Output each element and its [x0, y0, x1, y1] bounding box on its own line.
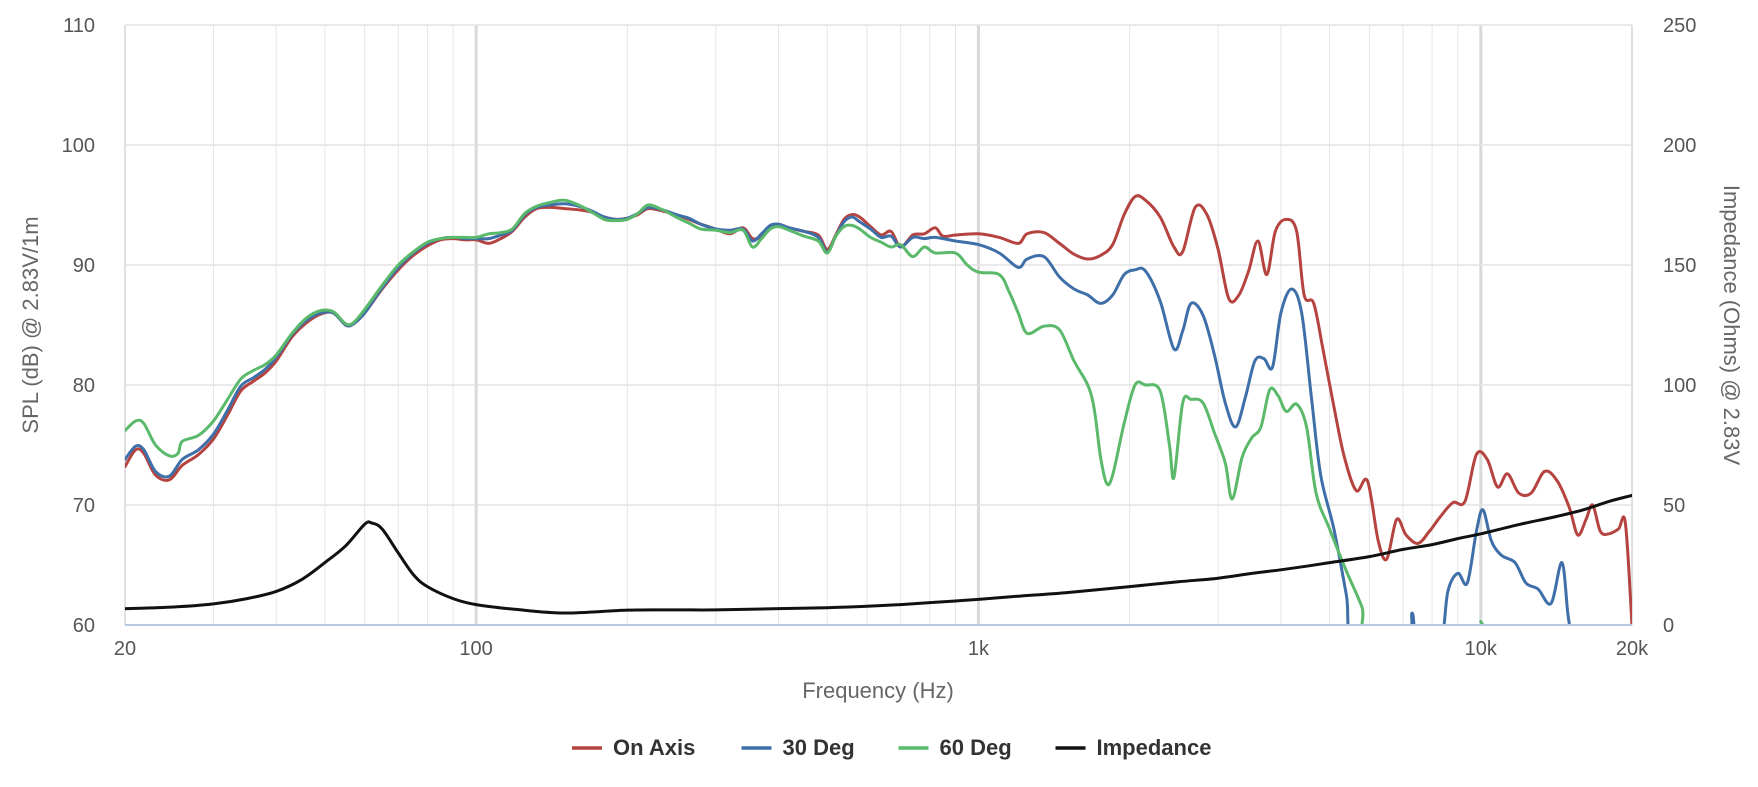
- series-lines: [125, 194, 1632, 624]
- series-line-60-deg: [125, 198, 1485, 624]
- y-axis-title: SPL (dB) @ 2.83V/1m: [18, 216, 43, 433]
- y2-axis-title: Impedance (Ohms) @ 2.83V: [1719, 185, 1744, 466]
- x-tick-label: 10k: [1465, 638, 1498, 660]
- y2-tick-label: 150: [1663, 255, 1696, 277]
- grid: [125, 24, 1632, 626]
- y2-tick-label: 200: [1663, 135, 1696, 157]
- y2-tick-label: 100: [1663, 375, 1696, 397]
- x-tick-label: 100: [459, 638, 492, 660]
- legend-label-on-axis: On Axis: [613, 735, 695, 760]
- y-tick-label: 90: [73, 255, 95, 277]
- y-tick-label: 60: [73, 615, 95, 637]
- y2-tick-label: 0: [1663, 615, 1674, 637]
- y2-tick-label: 50: [1663, 495, 1685, 517]
- series-line-30-deg: [125, 202, 1571, 624]
- y-tick-label: 110: [63, 15, 95, 37]
- x-tick-label: 20k: [1616, 638, 1649, 660]
- x-tick-label: 20: [114, 638, 136, 660]
- tick-labels: 20 100 1k 10k 20k 60 70 80 90 100 110 0 50 100 150 200 2…: [62, 15, 1697, 660]
- series-line-impedance: [125, 493, 1632, 615]
- y2-tick-label: 250: [1663, 15, 1696, 37]
- series-line-on-axis: [125, 194, 1632, 624]
- y-tick-label: 100: [62, 135, 95, 157]
- legend-label-30-deg: 30 Deg: [783, 735, 855, 760]
- legend: On Axis 30 Deg 60 Deg Impedance: [572, 735, 1211, 760]
- legend-label-60-deg: 60 Deg: [940, 735, 1012, 760]
- axes: [124, 25, 1633, 626]
- y-tick-label: 80: [73, 375, 95, 397]
- legend-label-impedance: Impedance: [1097, 735, 1212, 760]
- y-tick-label: 70: [73, 495, 95, 517]
- x-tick-label: 1k: [968, 638, 990, 660]
- x-axis-title: Frequency (Hz): [802, 678, 954, 703]
